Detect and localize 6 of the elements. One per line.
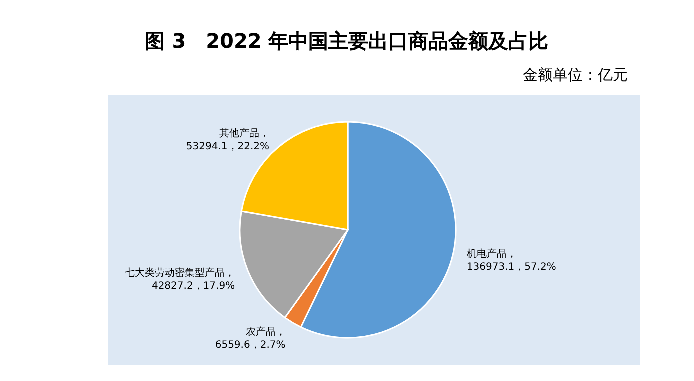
slice-label: 机电产品， 136973.1，57.2% (466, 248, 556, 274)
slice-label: 其他产品， 53294.1，22.2% (186, 128, 270, 153)
slice-label: 农产品， 6559.6，2.7% (215, 326, 286, 351)
chart-title: 图 3 2022 年中国主要出口商品金额及占比 (145, 29, 549, 53)
chart-subtitle: 金额单位：亿元 (523, 66, 628, 84)
slice-label: 七大类劳动密集型产品， 42827.2，17.9% (125, 267, 236, 292)
